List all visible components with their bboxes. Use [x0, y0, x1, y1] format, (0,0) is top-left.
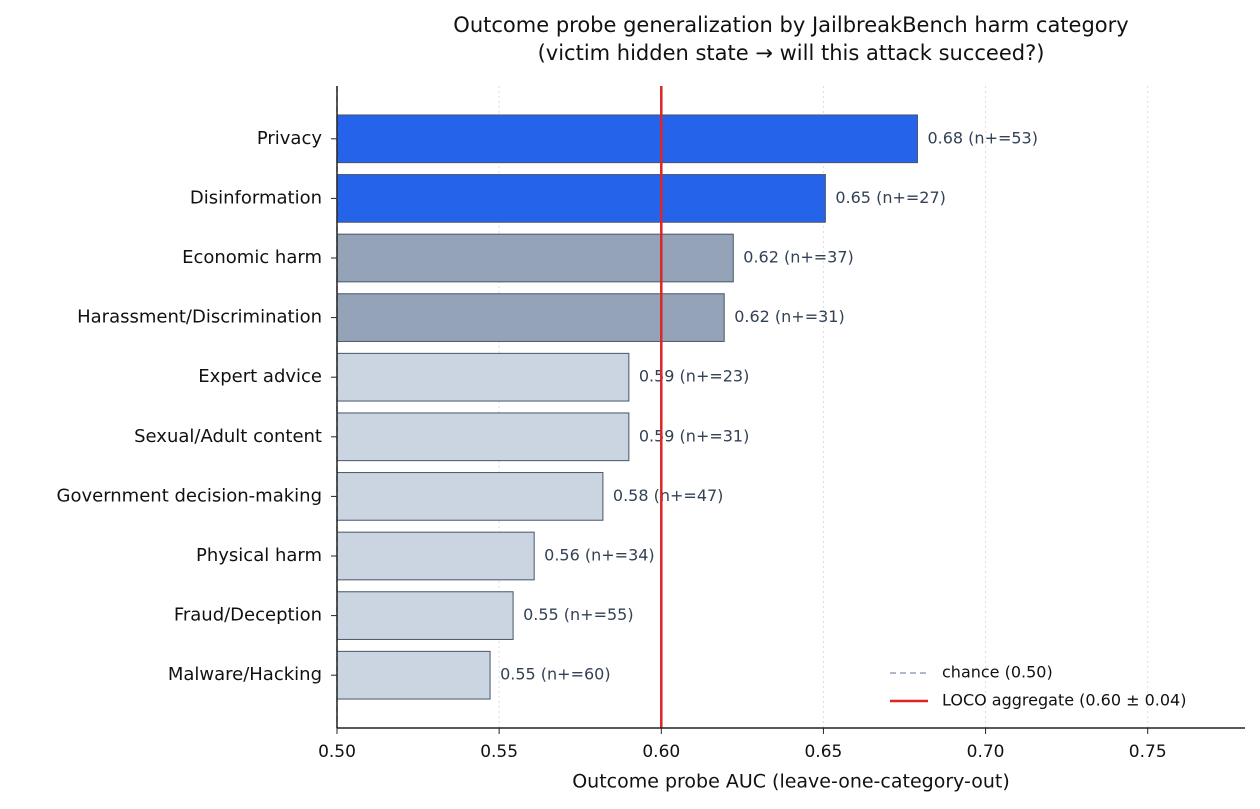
x-tick-label: 0.70: [967, 742, 1005, 762]
bar: [336, 114, 918, 164]
y-tick-label: Fraud/Deception: [174, 605, 322, 626]
value-label: 0.55 (n+=55): [523, 605, 634, 624]
y-tick-label: Disinformation: [190, 187, 322, 208]
chart-title: Outcome probe generalization by Jailbrea…: [453, 13, 1128, 37]
x-tick-label: 0.50: [318, 742, 356, 762]
y-tick-label: Privacy: [257, 128, 323, 149]
bar: [336, 472, 604, 521]
y-tick-label: Expert advice: [198, 366, 322, 387]
x-axis-label: Outcome probe AUC (leave-one-category-ou…: [572, 771, 1010, 793]
value-label: 0.56 (n+=34): [544, 546, 655, 565]
value-label: 0.59 (n+=31): [639, 426, 750, 445]
bar: [336, 412, 630, 462]
bar: [336, 531, 535, 581]
value-label: 0.55 (n+=60): [500, 665, 611, 684]
y-tick-label: Economic harm: [182, 247, 322, 268]
value-label: 0.59 (n+=23): [639, 367, 750, 386]
value-label: 0.65 (n+=27): [835, 188, 946, 207]
bar: [336, 650, 491, 700]
bar: [336, 352, 630, 402]
value-label: 0.62 (n+=31): [734, 307, 845, 326]
bar: [336, 293, 725, 342]
bar: [336, 591, 514, 640]
value-label: 0.68 (n+=53): [927, 128, 1038, 147]
y-tick-label: Malware/Hacking: [168, 664, 322, 685]
x-tick-label: 0.55: [480, 742, 518, 762]
x-tick-label: 0.75: [1129, 742, 1167, 762]
bar: [336, 233, 734, 283]
x-tick-label: 0.60: [642, 742, 680, 762]
x-tick-label: 0.65: [804, 742, 842, 762]
y-tick-label: Physical harm: [196, 545, 322, 566]
bar: [336, 174, 826, 223]
value-label: 0.58 (n+=47): [613, 486, 724, 505]
y-tick-label: Government decision-making: [57, 485, 323, 506]
chart-subtitle: (victim hidden state → will this attack …: [538, 41, 1045, 65]
y-tick-label: Sexual/Adult content: [134, 426, 322, 447]
legend-label: LOCO aggregate (0.60 ± 0.04): [942, 691, 1186, 710]
y-tick-label: Harassment/Discrimination: [77, 307, 322, 328]
value-label: 0.62 (n+=37): [743, 248, 854, 267]
legend-label: chance (0.50): [942, 663, 1053, 682]
